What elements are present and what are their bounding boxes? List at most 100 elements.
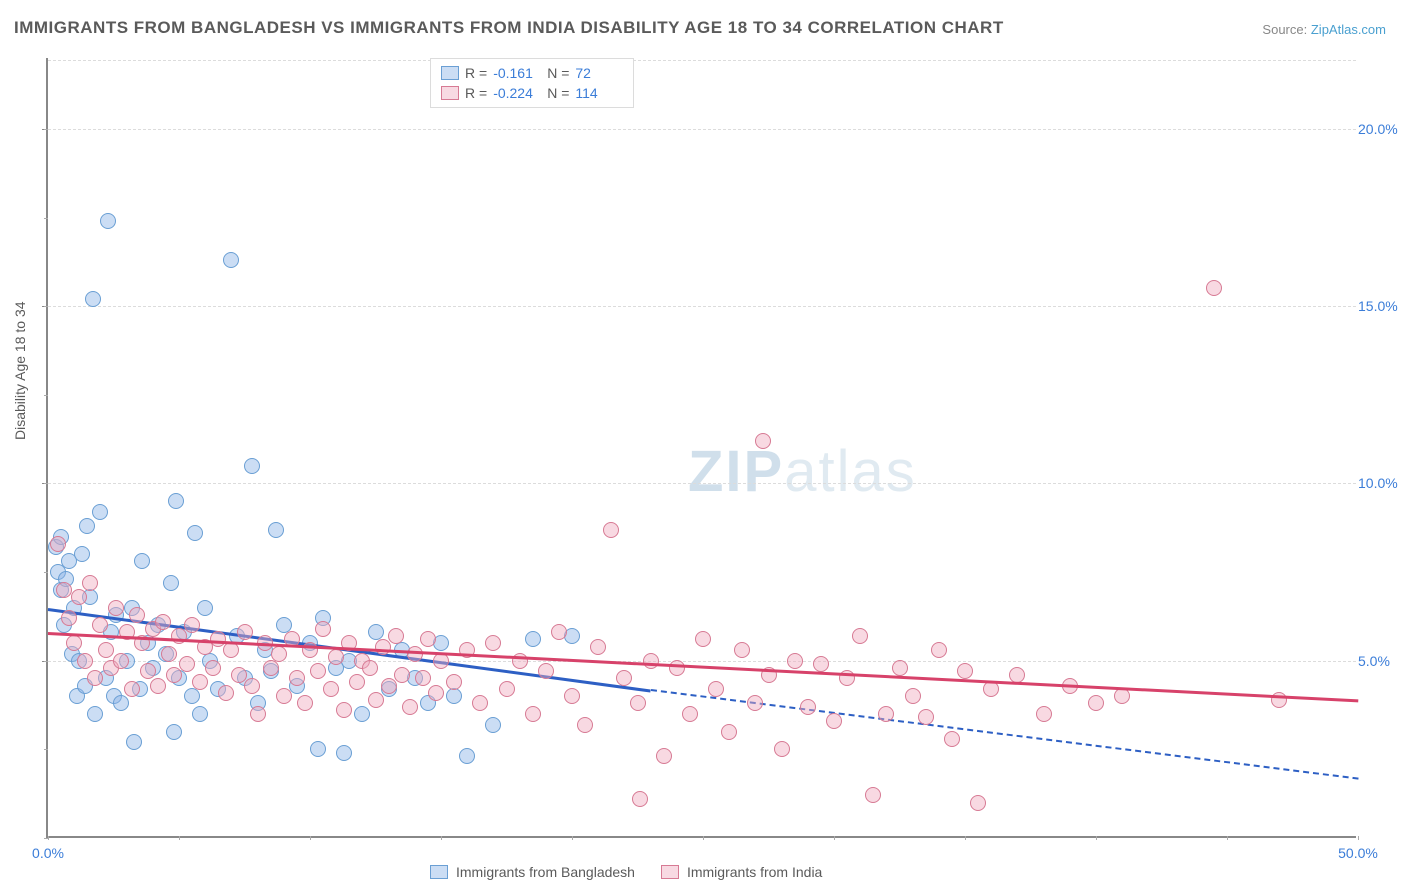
scatter-point [124,681,140,697]
legend-row-bangladesh: R = -0.161 N = 72 [441,63,623,83]
gridline [48,60,1356,61]
scatter-point [1036,706,1052,722]
gridline [48,306,1356,307]
x-minor-tick [572,836,573,840]
x-minor-tick [1358,836,1359,840]
scatter-point [375,639,391,655]
scatter-point [192,674,208,690]
legend-r-label: R = [465,83,487,103]
scatter-point [140,663,156,679]
legend-n-value-india: 114 [575,83,623,103]
scatter-point [166,667,182,683]
x-minor-tick [965,836,966,840]
scatter-point [179,656,195,672]
y-tick-label: 10.0% [1358,475,1406,491]
scatter-point [1009,667,1025,683]
scatter-point [878,706,894,722]
scatter-point [446,674,462,690]
x-minor-tick [179,836,180,840]
scatter-point [381,678,397,694]
scatter-point [983,681,999,697]
source-attribution: Source: ZipAtlas.com [1262,22,1386,37]
scatter-point [402,699,418,715]
scatter-point [643,653,659,669]
scatter-point [362,660,378,676]
scatter-point [336,745,352,761]
legend-swatch-bangladesh [441,66,459,80]
gridline [48,129,1356,130]
scatter-point [113,653,129,669]
scatter-point [237,624,253,640]
y-tick-label: 20.0% [1358,121,1406,137]
scatter-point [774,741,790,757]
x-minor-tick [441,836,442,840]
scatter-point [472,695,488,711]
scatter-point [271,646,287,662]
scatter-point [420,631,436,647]
scatter-point [310,663,326,679]
scatter-point [92,617,108,633]
scatter-point [388,628,404,644]
y-minor-tick [44,483,48,484]
source-label: Source: [1262,22,1307,37]
scatter-point [755,433,771,449]
scatter-point [276,688,292,704]
x-minor-tick [1227,836,1228,840]
scatter-point [905,688,921,704]
scatter-point [134,553,150,569]
scatter-point [310,741,326,757]
scatter-point [192,706,208,722]
scatter-point [244,458,260,474]
scatter-point [336,702,352,718]
y-minor-tick [44,395,48,396]
scatter-point [433,653,449,669]
scatter-point [56,582,72,598]
scatter-point [168,493,184,509]
scatter-point [82,575,98,591]
scatter-point [87,706,103,722]
y-axis-label: Disability Age 18 to 34 [12,301,28,440]
scatter-point [74,546,90,562]
legend-n-value-bangladesh: 72 [575,63,623,83]
scatter-point [197,600,213,616]
scatter-point [394,667,410,683]
scatter-point [525,631,541,647]
scatter-point [852,628,868,644]
correlation-legend: R = -0.161 N = 72 R = -0.224 N = 114 [430,58,634,108]
scatter-point [100,213,116,229]
scatter-point [77,653,93,669]
scatter-point [892,660,908,676]
scatter-point [126,734,142,750]
scatter-point [66,635,82,651]
scatter-point [800,699,816,715]
y-minor-tick [44,129,48,130]
x-minor-tick [1096,836,1097,840]
scatter-point [85,291,101,307]
x-minor-tick [834,836,835,840]
scatter-point [223,252,239,268]
legend-n-label: N = [547,83,569,103]
y-minor-tick [44,218,48,219]
y-minor-tick [44,306,48,307]
scatter-point [98,642,114,658]
scatter-point [564,688,580,704]
scatter-point [485,635,501,651]
scatter-point [1206,280,1222,296]
y-minor-tick [44,749,48,750]
x-minor-tick [703,836,704,840]
scatter-point [79,518,95,534]
scatter-point [616,670,632,686]
source-link[interactable]: ZipAtlas.com [1311,22,1386,37]
scatter-point [87,670,103,686]
scatter-point [92,504,108,520]
scatter-point [931,642,947,658]
scatter-point [459,748,475,764]
y-minor-tick [44,572,48,573]
x-tick-label: 50.0% [1338,845,1378,861]
scatter-point [205,660,221,676]
y-tick-label: 5.0% [1358,653,1406,669]
legend-r-value-bangladesh: -0.161 [493,63,541,83]
scatter-plot-area: ZIPatlas 5.0%10.0%15.0%20.0%0.0%50.0% [46,58,1356,838]
x-minor-tick [310,836,311,840]
scatter-point [656,748,672,764]
